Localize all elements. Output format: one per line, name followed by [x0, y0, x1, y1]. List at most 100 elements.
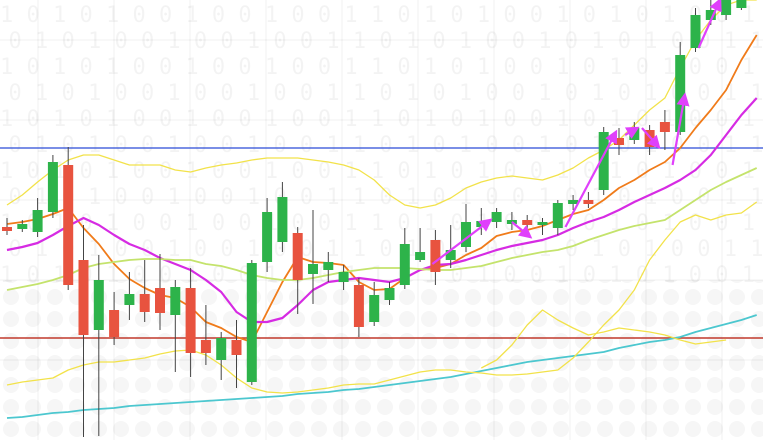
- ma-long-line: [6, 314, 757, 419]
- candle-body-up: [246, 263, 257, 382]
- candle-body-up: [124, 294, 135, 305]
- candle: [63, 147, 74, 290]
- candle-body-down: [200, 340, 211, 353]
- candle: [17, 220, 28, 232]
- candle: [109, 292, 120, 345]
- background-digit-row: 1 0 1 0 1 0 0 1 0 0 1 0 0 1 1 0 1 0 1 0 …: [0, 3, 763, 28]
- candle: [292, 227, 303, 314]
- candle: [78, 225, 89, 437]
- candle: [246, 260, 257, 385]
- candle-body-up: [384, 288, 395, 300]
- candle: [124, 272, 135, 320]
- candle-body-down: [109, 310, 120, 337]
- candle-body-up: [690, 15, 701, 48]
- ma-slow-line: [6, 167, 758, 291]
- candle: [185, 268, 196, 377]
- candle: [552, 200, 563, 235]
- candle: [461, 204, 471, 252]
- candle: [491, 208, 502, 228]
- candle-body-up: [537, 222, 548, 225]
- indicator-lines: [6, 0, 758, 419]
- candle-body-up: [32, 210, 43, 232]
- candle-body-up: [338, 272, 349, 282]
- candle: [430, 230, 441, 285]
- candle-body-up: [491, 212, 502, 222]
- magenta-arrow-icon: [564, 129, 618, 228]
- candle: [262, 198, 273, 272]
- candle-body-up: [93, 280, 104, 330]
- candle-body-down: [78, 260, 89, 335]
- candle: [399, 228, 410, 289]
- candle-body-up: [323, 262, 334, 270]
- background-digit-row: 1 0 1 0 1 0 0 1 0 0 1 0 0 1 1 0 1 0 1 0 …: [0, 185, 763, 210]
- background-digit-row: 1 0 1 0 1 0 0 1 0 0 1 0 0 1 1 0 1 0 1 0 …: [0, 211, 763, 236]
- candle: [323, 252, 334, 282]
- background-digit-row: 1 0 1 0 1 0 0 1 0 0 1 0 0 1 1 0 1 0 1 0 …: [0, 29, 763, 54]
- candle-body-up: [47, 162, 58, 212]
- candle-body-up: [461, 222, 471, 247]
- candle: [614, 128, 624, 155]
- candle: [568, 195, 579, 210]
- candle-body-down: [659, 122, 670, 132]
- candle: [216, 332, 227, 380]
- candle-body-up: [445, 250, 456, 260]
- candle-body-up: [277, 197, 288, 242]
- candle-body-up: [736, 0, 747, 8]
- candle: [353, 278, 364, 337]
- background-digit-row: 1 0 1 0 1 0 0 1 0 0 1 0 0 1 1 0 1 0 1 0 …: [0, 81, 763, 106]
- candle: [170, 280, 181, 372]
- candle-body-down: [292, 233, 303, 280]
- band-lower-line: [6, 201, 758, 394]
- candle-body-down: [522, 220, 533, 225]
- ema-fast-line: [6, 34, 758, 343]
- background-digit-row: 1 0 1 0 1 0 0 1 0 0 1 0 0 1 1 0 1 0 1 0 …: [0, 55, 763, 80]
- candle: [415, 228, 426, 262]
- magenta-arrow-icon: [641, 127, 661, 149]
- candle-body-down: [430, 240, 441, 272]
- candle: [277, 182, 288, 252]
- magenta-arrow-icon: [697, 0, 722, 49]
- candle-body-down: [63, 165, 74, 285]
- candle: [736, 0, 747, 10]
- oscillator-line: [480, 309, 727, 369]
- arrows-layer: [431, 0, 722, 265]
- candle-body-down: [353, 285, 364, 327]
- candle: [155, 254, 165, 330]
- magenta-arrow-icon: [431, 218, 493, 265]
- candle-body-down: [185, 288, 196, 353]
- candle: [47, 155, 58, 218]
- candle-body-up: [399, 244, 410, 285]
- magenta-arrow-icon: [671, 92, 690, 166]
- candle: [445, 225, 456, 268]
- candle-body-up: [216, 338, 227, 360]
- background-digit-pattern: 1 0 1 0 1 0 0 1 0 0 1 0 0 1 1 0 1 0 1 0 …: [0, 3, 763, 288]
- horizontal-levels: [0, 147, 763, 339]
- candle: [231, 320, 242, 388]
- candle: [384, 282, 395, 305]
- candle-body-up: [369, 295, 380, 322]
- magenta-arrow-icon: [511, 221, 533, 239]
- candle-body-up: [308, 264, 318, 274]
- candle-body-up: [721, 0, 732, 15]
- candle-body-down: [583, 200, 594, 204]
- ema-mid-line: [6, 97, 758, 324]
- candle-body-down: [139, 294, 150, 312]
- candle-body-down: [231, 340, 242, 355]
- candle: [690, 8, 701, 52]
- candle: [338, 265, 349, 290]
- candle: [200, 305, 211, 365]
- candle: [369, 282, 380, 326]
- candle-body-up: [568, 200, 579, 204]
- candle: [583, 192, 594, 208]
- candle: [308, 210, 318, 304]
- candle-body-up: [705, 10, 716, 20]
- candle: [598, 127, 609, 195]
- magenta-arrow-icon: [624, 126, 640, 139]
- candle: [721, 0, 732, 20]
- candle-body-up: [552, 203, 563, 228]
- candle-body-down: [2, 227, 12, 231]
- candle-body-up: [170, 287, 181, 315]
- candle: [139, 260, 150, 322]
